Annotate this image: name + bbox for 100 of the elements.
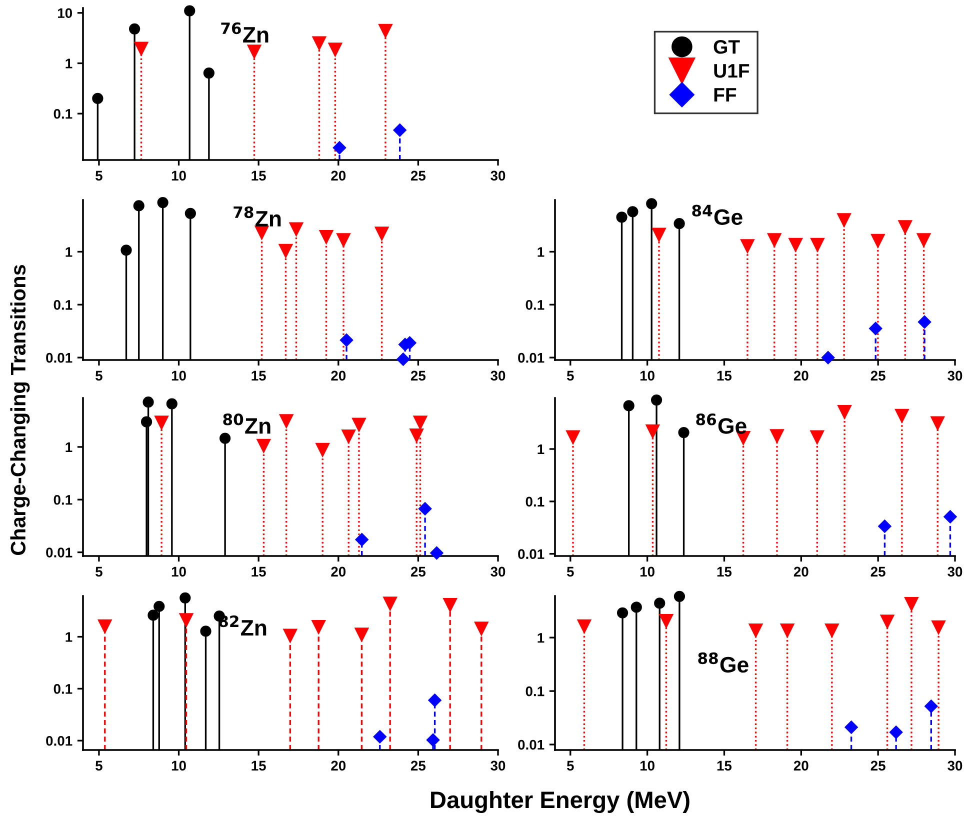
point [630,602,642,613]
x-tick-label: 30 [490,566,506,577]
point [157,197,168,208]
point [566,430,580,444]
point [418,502,432,516]
point [133,200,144,212]
point [810,430,824,444]
y-tick-label: 1 [538,633,544,643]
x-tick-label: 5 [566,370,574,381]
annotation: $^{80}$Zn [223,414,270,434]
point [627,206,638,218]
point [780,624,794,638]
x-tick-label: 15 [252,760,266,771]
legend-label: FF [714,88,736,102]
x-tick-label: 30 [948,760,962,771]
y-axis-title: Charge-Changing Transitions [10,265,30,555]
x-tick-label: 10 [640,566,654,577]
point [410,428,424,442]
x-tick-label: 30 [948,370,962,381]
point [838,404,852,419]
y-tick-label: 0.01 [518,549,544,560]
point [788,238,803,252]
y-tick-label: 1 [538,247,544,257]
point [148,610,159,621]
point [316,442,330,457]
y-tick-label: 1 [66,58,72,68]
x-tick-label: 15 [252,170,266,181]
point [184,5,196,16]
point [140,416,152,428]
point [328,42,342,57]
x-tick-label: 30 [490,760,506,771]
point [577,619,592,634]
point [352,418,366,432]
point [279,414,294,428]
point [443,598,458,612]
point [904,597,918,611]
point [200,626,212,637]
point [821,350,835,364]
y-tick-label: 1 [538,444,544,454]
point [924,700,938,713]
point [278,244,293,258]
x-tick-label: 20 [794,566,808,577]
point [134,42,148,56]
point [92,92,104,104]
x-tick-label: 25 [410,760,426,771]
y-tick-label: 0.1 [54,300,72,310]
point [810,238,824,252]
point [652,228,666,242]
annotation: $^{84}$Ge [692,204,742,225]
x-tick-label: 25 [410,370,426,381]
x-tick-label: 15 [717,370,732,381]
point [748,624,763,638]
annotation: $^{78}$Zn [234,206,281,226]
annotation: $^{86}$Ge [696,414,746,434]
point [289,222,304,236]
x-tick-label: 10 [172,370,186,381]
x-tick-label: 5 [566,760,574,771]
x-tick-label: 10 [172,170,186,181]
y-tick-label: 0.01 [46,352,72,363]
y-tick-label: 0.1 [526,496,544,507]
point [770,429,784,443]
point [220,432,231,444]
y-tick-label: 1 [66,632,72,642]
point [142,396,154,408]
y-tick-label: 0.01 [46,736,72,746]
point [474,622,488,636]
point [154,600,165,612]
point [870,234,885,248]
x-tick-label: 10 [640,760,654,771]
y-tick-label: 0.1 [526,300,544,310]
point [898,220,912,234]
x-tick-label: 15 [717,760,732,771]
point [355,533,368,546]
x-tick-label: 15 [252,370,266,381]
point [824,624,839,638]
point [623,400,634,412]
point [354,628,369,642]
x-tick-label: 5 [96,566,102,577]
x-tick-label: 10 [172,760,186,771]
point [393,124,406,137]
x-tick-label: 5 [96,170,102,181]
point [944,510,957,524]
x-tick-label: 20 [331,566,346,577]
point [180,592,191,604]
x-tick-label: 25 [870,760,886,771]
point [844,720,858,734]
annotation: $^{76}$Zn [221,22,268,42]
point [312,36,326,50]
x-tick-label: 10 [640,370,654,381]
x-tick-label: 25 [870,370,886,381]
point [426,733,440,747]
point [184,208,196,219]
point [880,614,894,628]
y-tick-label: 0.1 [526,686,544,696]
point [674,218,685,230]
point [332,141,346,154]
legend-label: GT [714,40,740,54]
point [932,620,946,634]
point [740,239,754,254]
point [654,598,666,609]
